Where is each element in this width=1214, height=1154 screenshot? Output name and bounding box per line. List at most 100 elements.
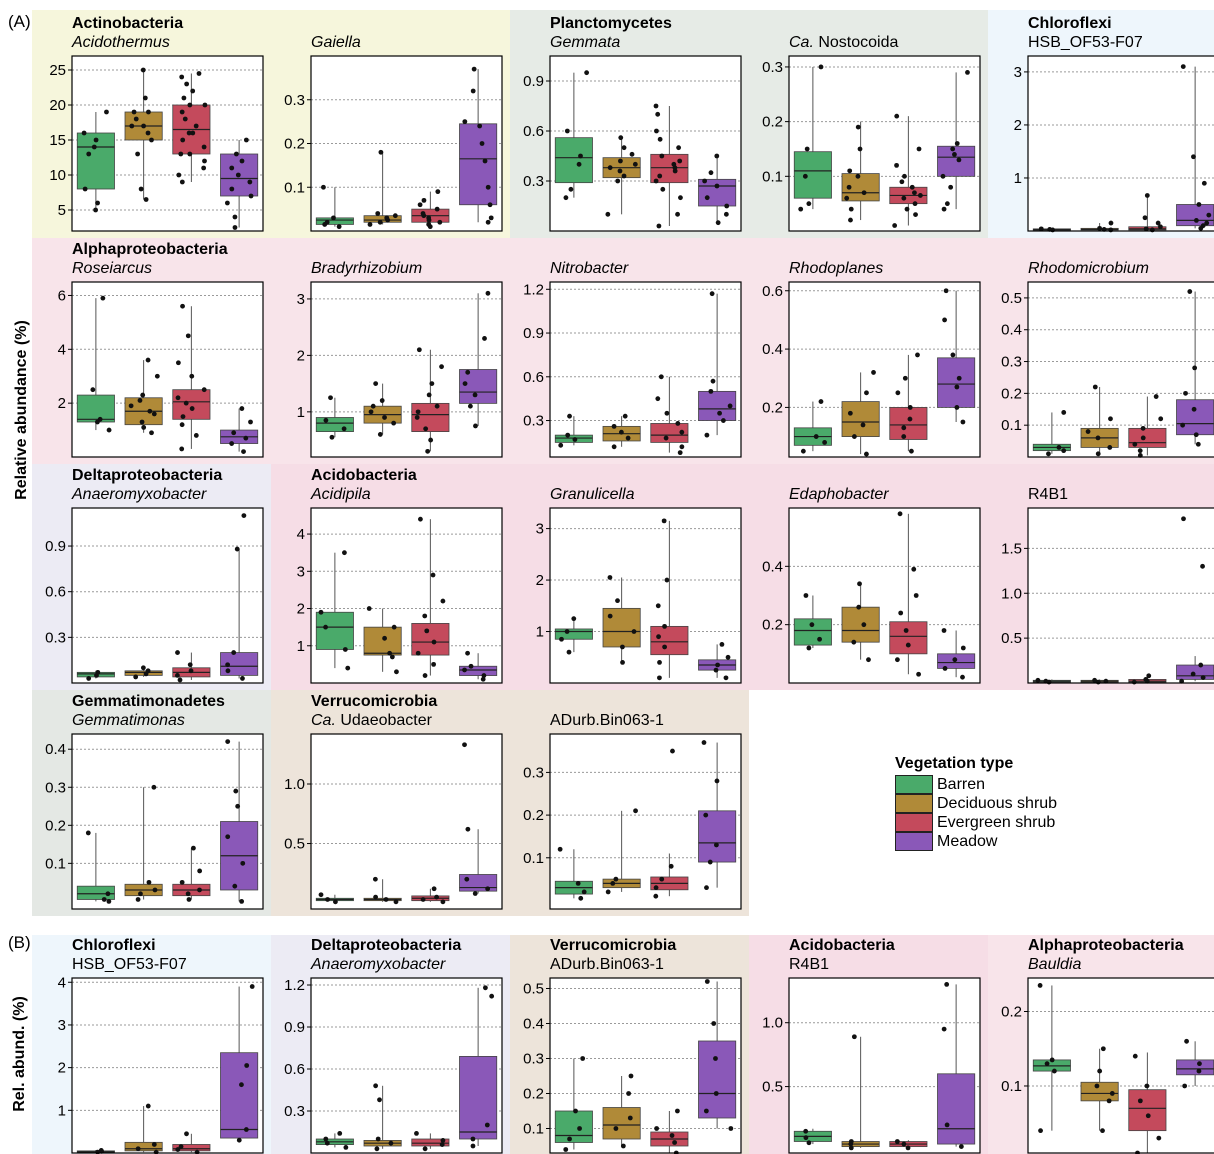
- chart-a-granulicella-tick-label: 2: [536, 572, 544, 589]
- chart-a-gemmatimonas-evergreen-shrub-point: [187, 897, 192, 902]
- chart-a-rhodomicrobium-deciduous-shrub-point: [1107, 445, 1112, 450]
- chart-a-anaeromyxobacter-deciduous-shrub-point: [133, 675, 138, 680]
- chart-a-nitrobacter-evergreen-shrub-point: [664, 436, 669, 441]
- chart-a-rhodoplanes-evergreen-shrub-point: [903, 376, 908, 381]
- chart-a-gemmatimonas-meadow-point: [240, 861, 245, 866]
- chart-a-acidothermus-tick-label: 5: [58, 202, 66, 219]
- chart-a-roseiarcus-meadow-point: [229, 441, 234, 446]
- chart-a-rhodomicrobium-barren-point: [1057, 445, 1062, 450]
- chart-a-acidothermus-tick-label: 10: [49, 167, 66, 184]
- chart-b-hsb-of53-f07-evergreen-shrub-point: [184, 1131, 189, 1136]
- chart-a-gemmata-tick-label: 0.3: [523, 173, 544, 190]
- chart-a-granulicella-evergreen-shrub-point: [662, 624, 667, 629]
- chart-a-bradyrhizobium-deciduous-shrub-point: [382, 415, 387, 420]
- chart-a-adurb-bin063-1-evergreen-shrub-point: [659, 877, 664, 882]
- chart-a-ca-nostocoida-deciduous-shrub-point: [856, 125, 861, 130]
- chart-a-hsb-of53-f07-evergreen-shrub-point: [1145, 193, 1150, 198]
- chart-a-nitrobacter-meadow-point: [728, 404, 733, 409]
- chart-a-roseiarcus-barren-box: [77, 395, 114, 422]
- chart-b-hsb-of53-f07-meadow-point: [250, 984, 255, 989]
- chart-a-bradyrhizobium-deciduous-shrub-point: [369, 409, 374, 414]
- chart-a-gaiella-meadow-point: [488, 202, 493, 207]
- chart-a-ca-udaeobacter-evergreen-shrub-point: [434, 895, 439, 900]
- chart-a-gemmata-meadow-point: [709, 170, 714, 175]
- chart-a-rhodomicrobium-evergreen-shrub-point: [1141, 436, 1146, 441]
- chart-a-adurb-bin063-1-tick-label: 0.2: [523, 807, 544, 824]
- chart-a-anaeromyxobacter-tick-label: 0.6: [45, 584, 66, 601]
- chart-a-acidipila-meadow-point: [462, 668, 467, 673]
- chart-a-nitrobacter-deciduous-shrub-point: [612, 424, 617, 429]
- chart-b-r4b1-meadow-point: [945, 1122, 950, 1127]
- chart-b-adurb-bin063-1-barren-point: [573, 1109, 578, 1114]
- chart-a-gemmata-deciduous-shrub-point: [618, 135, 623, 140]
- chart-b-adurb-bin063-1-barren-box: [555, 1111, 592, 1143]
- chart-a-granulicella-evergreen-shrub-point: [665, 578, 670, 583]
- chart-a-ca-nostocoida-evergreen-shrub-point: [910, 185, 915, 190]
- chart-a-adurb-bin063-1-barren-point: [582, 890, 587, 895]
- chart-b-bauldia-meadow-point: [1182, 1084, 1187, 1089]
- chart-a-rhodomicrobium-meadow-box: [1177, 400, 1214, 435]
- chart-a-anaeromyxobacter-tick-label: 0.3: [45, 629, 66, 646]
- chart-a-gemmata-deciduous-shrub-point: [630, 152, 635, 157]
- chart-a-acidipila-deciduous-shrub-point: [382, 636, 387, 641]
- chart-a-gemmata-evergreen-shrub-point: [659, 154, 664, 159]
- legend-swatch-meadow: [895, 832, 933, 851]
- chart-a-bradyrhizobium-meadow-point: [465, 370, 470, 375]
- chart-a-anaeromyxobacter-meadow-point: [226, 668, 231, 673]
- chart-a-gaiella-deciduous-shrub-point: [375, 211, 380, 216]
- chart-a-r4b1-plot-area: [1028, 508, 1214, 683]
- chart-b-anaeromyxobacter-deciduous-shrub-point: [389, 1141, 394, 1146]
- chart-b-adurb-bin063-1-deciduous-shrub-point: [626, 1091, 631, 1096]
- chart-a-gaiella-deciduous-shrub-point: [393, 213, 398, 218]
- chart-b-anaeromyxobacter-meadow-point: [489, 994, 494, 999]
- chart-a-acidipila-evergreen-shrub-point: [424, 628, 429, 633]
- chart-a-nitrobacter-deciduous-shrub-point: [626, 436, 631, 441]
- chart-b-adurb-bin063-1-tick-label: 0.1: [523, 1121, 544, 1138]
- chart-a-acidipila-evergreen-shrub-box: [412, 623, 449, 655]
- chart-a-acidothermus-meadow-point: [240, 159, 245, 164]
- chart-a-ca-nostocoida-barren-point: [798, 207, 803, 212]
- chart-a-ca-nostocoida-deciduous-shrub-point: [844, 196, 849, 201]
- chart-a-gemmata-deciduous-shrub-point: [608, 165, 613, 170]
- chart-a-nitrobacter-deciduous-shrub-point: [623, 414, 628, 419]
- chart-b-adurb-bin063-1-barren-point: [580, 1056, 585, 1061]
- chart-a-gaiella-barren-point: [331, 215, 336, 220]
- chart-a-rhodoplanes-meadow-box: [938, 358, 975, 408]
- chart-a-acidothermus-deciduous-shrub-point: [149, 138, 154, 143]
- chart-a-ca-udaeobacter-tick-label: 0.5: [284, 836, 305, 853]
- chart-b-adurb-bin063-1-meadow-point: [728, 1126, 733, 1131]
- chart-a-rhodoplanes-evergreen-shrub-box: [890, 407, 927, 439]
- chart-b-r4b1-barren-point: [803, 1129, 808, 1134]
- chart-a-gemmata-deciduous-shrub-point: [622, 174, 627, 179]
- chart-a-acidipila-meadow-point: [482, 673, 487, 678]
- chart-a-acidothermus-meadow-point: [225, 201, 230, 206]
- chart-a-granulicella-deciduous-shrub-point: [632, 629, 637, 634]
- chart-a-rhodoplanes-evergreen-shrub-point: [909, 449, 914, 454]
- chart-a-bradyrhizobium-barren-point: [328, 395, 333, 400]
- chart-a-gemmata-evergreen-shrub-point: [678, 195, 683, 200]
- chart-a-ca-nostocoida-deciduous-shrub-point: [856, 174, 861, 179]
- chart-b-hsb-of53-f07-deciduous-shrub-point: [136, 1146, 141, 1151]
- chart-a-rhodomicrobium-deciduous-shrub-point: [1096, 451, 1101, 456]
- chart-a-gemmatimonas-meadow-point: [225, 739, 230, 744]
- chart-a-acidipila-deciduous-shrub-box: [364, 627, 401, 655]
- chart-a-gemmatimonas-deciduous-shrub-point: [147, 880, 152, 885]
- chart-b-bauldia-evergreen-shrub-point: [1144, 1084, 1149, 1089]
- chart-a-rhodoplanes-barren-point: [801, 449, 806, 454]
- chart-a-roseiarcus-barren-point: [107, 428, 112, 433]
- chart-a-ca-udaeobacter-evergreen-shrub-point: [441, 899, 446, 904]
- chart-a-gemmata-evergreen-shrub-point: [655, 112, 660, 117]
- chart-a-roseiarcus-meadow-point: [248, 420, 253, 425]
- chart-a-gemmatimonas-meadow-point: [235, 804, 240, 809]
- chart-a-gaiella-meadow-point: [462, 119, 467, 124]
- chart-a-ca-nostocoida-deciduous-shrub-point: [847, 168, 852, 173]
- chart-a-acidothermus-evergreen-shrub-point: [179, 75, 184, 80]
- chart-a-ca-nostocoida-barren-box: [794, 152, 831, 198]
- chart-a-acidothermus-deciduous-shrub-point: [143, 96, 148, 101]
- chart-a-granulicella-evergreen-shrub-box: [651, 626, 688, 654]
- chart-b-hsb-of53-f07-meadow-point: [237, 1138, 242, 1143]
- chart-a-acidothermus-meadow-point: [229, 187, 234, 192]
- chart-b-hsb-of53-f07-deciduous-shrub-point: [152, 1142, 157, 1147]
- chart-a-acidothermus-evergreen-shrub-point: [190, 131, 195, 136]
- chart-a-anaeromyxobacter-deciduous-shrub-point: [141, 665, 146, 670]
